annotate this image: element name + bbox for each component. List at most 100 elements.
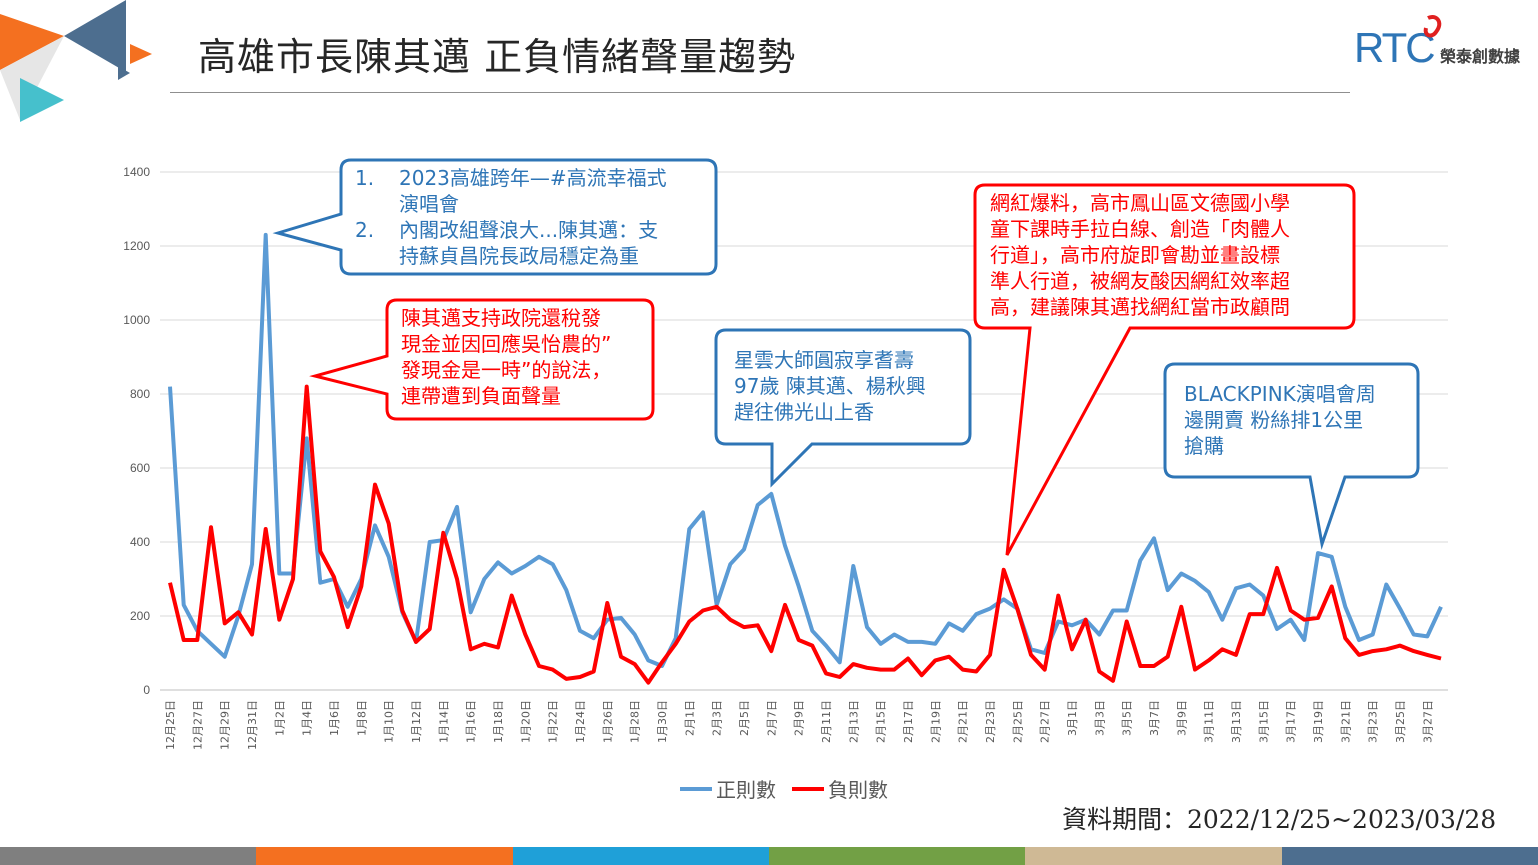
- callout-line: 星雲大師圓寂享耆壽: [734, 348, 914, 372]
- x-tick-label: 2月7日: [765, 700, 778, 736]
- rtc-logo: RTC 榮泰創數據: [1354, 15, 1521, 71]
- x-tick-label: 1月30日: [656, 700, 669, 743]
- x-tick-label: 2月25日: [1011, 700, 1024, 743]
- x-tick-label: 3月15日: [1257, 700, 1270, 743]
- callout-shapes: [272, 158, 1420, 556]
- callout-line: BLACKPINK演唱會周: [1184, 382, 1376, 406]
- footer-color-bar: [0, 847, 1538, 865]
- x-tick-label: 2月17日: [902, 700, 915, 743]
- x-tick-label: 2月27日: [1039, 700, 1052, 743]
- callout-item: 演唱會: [355, 191, 667, 217]
- footer-color-segment: [0, 847, 257, 865]
- callout-line: 高，建議陳其邁找網紅當市政顧問: [990, 295, 1290, 319]
- series-line-negative: [168, 384, 1442, 685]
- y-tick-label: 600: [130, 461, 150, 475]
- x-tick-label: 1月28日: [629, 700, 642, 743]
- x-tick-label: 2月23日: [984, 700, 997, 743]
- x-tick-label: 2月11日: [820, 700, 833, 743]
- footer-color-segment: [256, 847, 513, 865]
- series-line-positive: [168, 232, 1443, 668]
- x-tick-label: 2月3日: [711, 700, 724, 736]
- x-tick-label: 12月31日: [246, 700, 259, 750]
- callout-box-crossyear: [272, 158, 718, 276]
- x-tick-label: 3月7日: [1148, 700, 1161, 736]
- callout-line: 童下課時手拉白線、創造「肉體人: [990, 217, 1290, 241]
- callout-line: 演唱會: [399, 192, 459, 216]
- callout-line: 內閣改組聲浪大...陳其邁：支: [399, 218, 659, 242]
- y-tick-label: 400: [130, 535, 150, 549]
- x-tick-label: 3月1日: [1066, 700, 1079, 736]
- x-tick-label: 1月16日: [465, 700, 478, 743]
- x-axis-ticks: 12月25日 12月27日 12月29日 12月31日 1月2日 1月4日 1月6日 1月8日…: [164, 700, 1434, 750]
- x-tick-label: 3月27日: [1421, 700, 1434, 743]
- deco-gray-triangle: [0, 36, 64, 120]
- x-tick-label: 2月1日: [683, 700, 696, 736]
- callout-item: 持蘇貞昌院長政局穩定為重: [355, 243, 667, 269]
- x-tick-label: 3月3日: [1093, 700, 1106, 736]
- legend-swatch-negative: [792, 786, 824, 791]
- x-tick-label: 2月5日: [738, 700, 751, 736]
- callout-item: 2. 內閣改組聲浪大...陳其邁：支: [355, 217, 667, 243]
- x-tick-label: 1月10日: [383, 700, 396, 743]
- deco-orange-triangle: [0, 14, 64, 70]
- x-tick-label: 2月21日: [957, 700, 970, 743]
- callout-line: 現金並因回應吳怡農的”: [401, 332, 612, 356]
- callout-line: 邊開賣 粉絲排1公里: [1184, 408, 1364, 432]
- footer-color-segment: [1025, 847, 1282, 865]
- legend-swatch-positive: [680, 786, 712, 791]
- x-tick-label: 3月17日: [1285, 700, 1298, 743]
- x-tick-label: 12月29日: [219, 700, 232, 750]
- legend-label-positive: 正則數: [716, 778, 776, 802]
- x-tick-label: 1月8日: [355, 700, 368, 736]
- callout-hsing-yun-text: 星雲大師圓寂享耆壽 97歲 陳其邁、楊秋興 趕往佛光山上香: [734, 347, 926, 425]
- callout-line: 趕往佛光山上香: [734, 400, 874, 424]
- list-number-spacer: [355, 243, 399, 269]
- footer-color-segment: [512, 847, 769, 865]
- logo-text: RTC: [1354, 24, 1434, 71]
- x-tick-label: 1月12日: [410, 700, 423, 743]
- callout-box-cash: [309, 298, 655, 421]
- x-tick-label: 1月2日: [273, 700, 286, 736]
- callout-box-hsing-yun: [714, 328, 972, 488]
- callout-crossyear-text: 1. 2023高雄跨年—#高流幸福式 演唱會 2. 內閣改組聲浪大...陳其邁：支 …: [355, 165, 667, 269]
- callout-blackpink-text: BLACKPINK演唱會周 邊開賣 粉絲排1公里 搶購: [1184, 381, 1376, 459]
- data-period-note: 資料期間：2022/12/25~2023/03/28: [1062, 805, 1497, 834]
- x-tick-label: 1月26日: [601, 700, 614, 743]
- y-tick-label: 0: [143, 683, 150, 697]
- x-tick-label: 3月21日: [1339, 700, 1352, 743]
- chart-legend: 正則數 負則數: [680, 774, 888, 803]
- x-tick-label: 3月9日: [1175, 700, 1188, 736]
- deco-slate-triangle: [64, 0, 126, 72]
- list-number: 1.: [355, 166, 375, 190]
- y-axis-ticks: 0 200 400 600 800 1000 1200 1400: [123, 165, 150, 697]
- x-tick-label: 1月18日: [492, 700, 505, 743]
- callout-box-sidewalk: [973, 183, 1356, 556]
- x-tick-label: 2月13日: [847, 700, 860, 743]
- page-title: 高雄市長陳其邁 正負情緒聲量趨勢: [198, 35, 797, 79]
- callout-line: 陳其邁支持政院還稅發: [401, 306, 601, 330]
- x-tick-label: 12月27日: [191, 700, 204, 750]
- x-tick-label: 1月14日: [437, 700, 450, 743]
- footer-color-segment: [768, 847, 1026, 865]
- callout-line: 搶購: [1184, 434, 1224, 458]
- x-tick-label: 1月4日: [301, 700, 314, 736]
- x-tick-label: 3月19日: [1312, 700, 1325, 743]
- callout-item: 1. 2023高雄跨年—#高流幸福式: [355, 165, 667, 191]
- x-tick-label: 2月9日: [793, 700, 806, 736]
- y-tick-label: 1400: [123, 165, 150, 179]
- list-number-spacer: [355, 191, 399, 217]
- x-tick-label: 3月11日: [1203, 700, 1216, 743]
- callout-cash-text: 陳其邁支持政院還稅發 現金並因回應吳怡農的” 發現金是一時”的說法， 連帶遭到負…: [401, 305, 611, 409]
- legend-label-negative: 負則數: [828, 778, 888, 802]
- callout-line: 連帶遭到負面聲量: [401, 384, 561, 408]
- callout-box-blackpink: [1163, 362, 1420, 550]
- x-tick-label: 3月23日: [1367, 700, 1380, 743]
- deco-teal-triangle: [20, 78, 64, 122]
- y-tick-label: 1000: [123, 313, 150, 327]
- x-tick-label: 2月15日: [875, 700, 888, 743]
- y-tick-label: 800: [130, 387, 150, 401]
- logo-subtext: 榮泰創數據: [1440, 47, 1521, 66]
- x-tick-label: 1月6日: [328, 700, 341, 736]
- callout-sidewalk-text: 網紅爆料，高市鳳山區文德國小學 童下課時手拉白線、創造「肉體人 行道」，高市府旋…: [990, 190, 1290, 320]
- title-divider: [170, 92, 1350, 93]
